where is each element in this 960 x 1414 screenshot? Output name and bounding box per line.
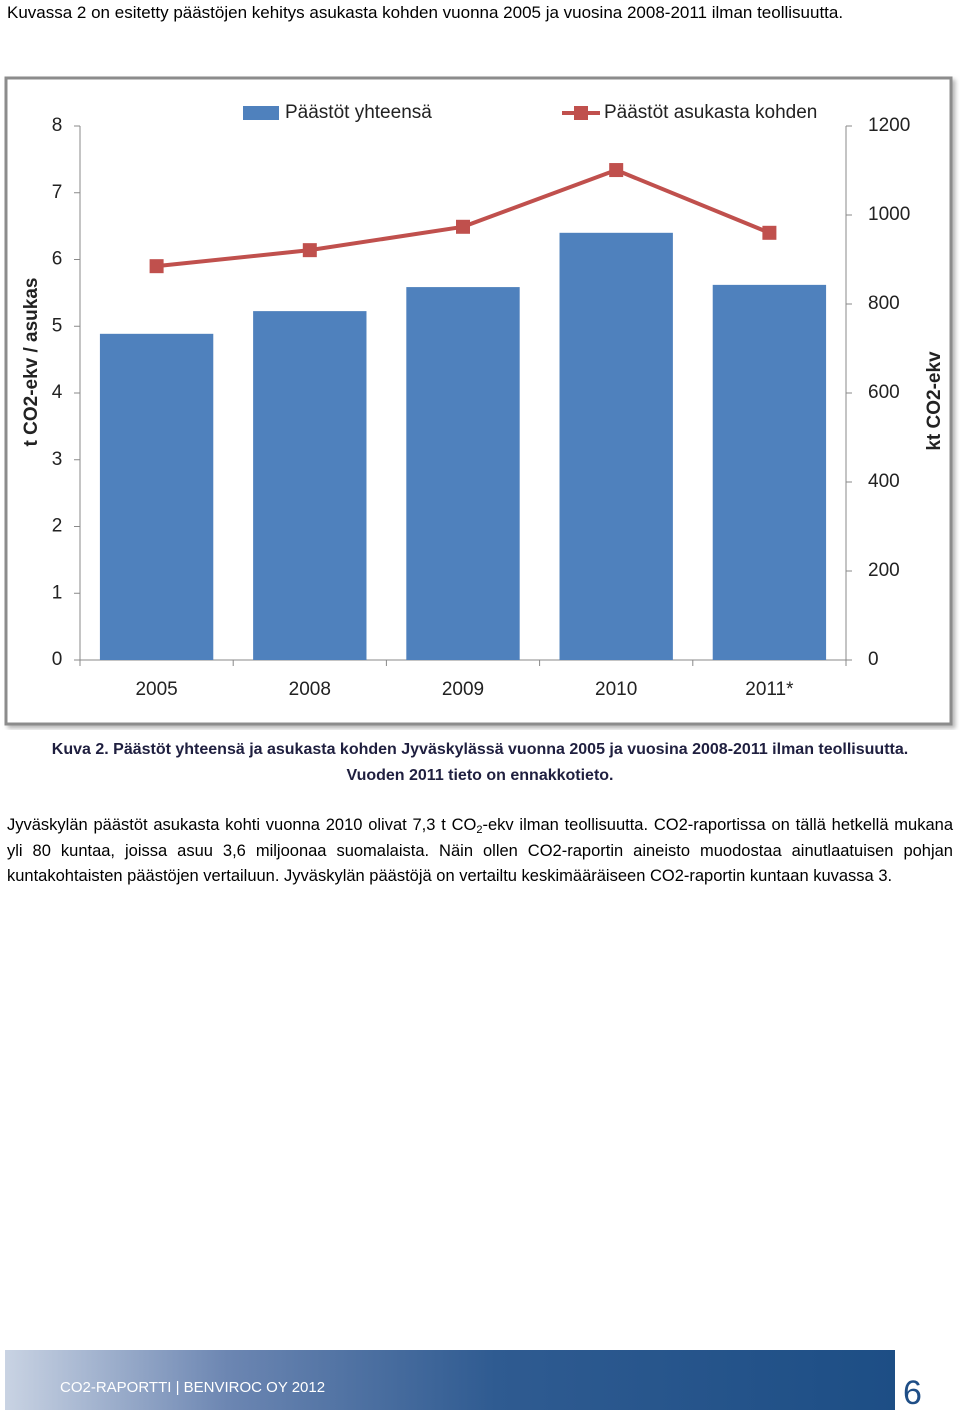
y-tick-label: 6 bbox=[52, 249, 63, 270]
chart: t CO2-ekv / asukas kt CO2-ekv 0123456780… bbox=[4, 76, 953, 726]
legend-label: Päästöt asukasta kohden bbox=[604, 102, 817, 123]
body-text-part: Jyväskylän päästöt asukasta kohti vuonna… bbox=[7, 816, 477, 834]
y2-tick-label: 200 bbox=[868, 560, 900, 581]
line-marker bbox=[456, 219, 470, 234]
y-tick-label: 8 bbox=[52, 115, 63, 136]
y2-tick-label: 0 bbox=[868, 649, 879, 670]
bar bbox=[99, 333, 214, 660]
line-marker bbox=[149, 259, 164, 274]
y2-tick-label: 1200 bbox=[868, 115, 910, 136]
y2-tick-label: 1000 bbox=[868, 204, 910, 225]
y2-axis-label: kt CO2-ekv bbox=[924, 351, 945, 451]
figure-caption: Kuva 2. Päästöt yhteensä ja asukasta koh… bbox=[51, 741, 909, 784]
line-marker bbox=[302, 243, 317, 258]
body-text: Jyväskylän päästöt asukasta kohti vuonna… bbox=[7, 813, 953, 890]
body-text-part: -ekv ilman teollisuutta. CO2-raportissa … bbox=[7, 816, 954, 885]
footer-band bbox=[5, 1350, 895, 1410]
intro-text: Kuvassa 2 on esitetty päästöjen kehitys … bbox=[7, 3, 844, 22]
y-tick-label: 7 bbox=[52, 182, 63, 203]
line-marker bbox=[609, 163, 624, 178]
x-tick-label: 2011* bbox=[745, 679, 794, 700]
bar bbox=[253, 311, 367, 660]
y-axis-label: t CO2-ekv / asukas bbox=[21, 278, 42, 447]
bar bbox=[406, 287, 520, 660]
line-marker bbox=[762, 225, 777, 240]
x-tick-label: 2009 bbox=[442, 679, 484, 700]
x-tick-label: 2010 bbox=[595, 679, 637, 700]
x-tick-label: 2005 bbox=[135, 679, 177, 700]
footer-text: CO2-RAPORTTI | BENVIROC OY 2012 bbox=[60, 1379, 326, 1396]
x-tick-label: 2008 bbox=[289, 679, 331, 700]
legend-swatch bbox=[243, 106, 279, 120]
y-tick-label: 3 bbox=[52, 449, 63, 470]
y-tick-label: 2 bbox=[52, 516, 63, 537]
y-tick-label: 0 bbox=[52, 649, 63, 670]
y2-tick-label: 600 bbox=[868, 382, 900, 403]
y-tick-label: 4 bbox=[52, 382, 63, 403]
y-tick-label: 1 bbox=[52, 582, 63, 603]
page-number: 6 bbox=[903, 1374, 922, 1412]
y2-tick-label: 400 bbox=[868, 471, 900, 492]
legend-marker bbox=[574, 106, 588, 120]
subscript: 2 bbox=[476, 824, 483, 836]
legend-label: Päästöt yhteensä bbox=[285, 102, 432, 123]
bar bbox=[712, 284, 827, 660]
bar bbox=[559, 232, 673, 661]
y2-tick-label: 800 bbox=[868, 293, 900, 314]
y-tick-label: 5 bbox=[52, 315, 63, 336]
